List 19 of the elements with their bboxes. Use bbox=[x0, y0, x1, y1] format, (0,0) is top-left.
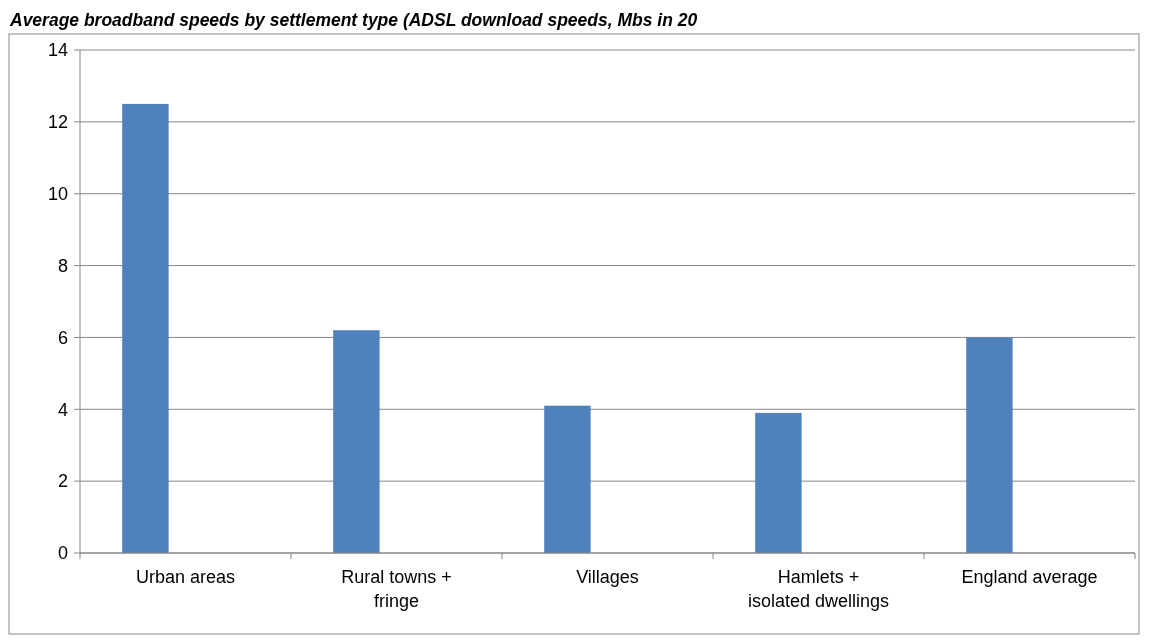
chart-title: Average broadband speeds by settlement type (ADSL download speeds, Mbs in 20 bbox=[9, 10, 698, 30]
x-tick-label: Urban areas bbox=[135, 567, 236, 587]
bar bbox=[544, 405, 591, 553]
y-tick-label: 8 bbox=[57, 255, 68, 276]
y-tick-label: 12 bbox=[47, 112, 68, 133]
bar bbox=[122, 103, 169, 553]
bar bbox=[333, 330, 380, 553]
x-tick-label: Rural towns + fringe bbox=[341, 567, 452, 611]
y-tick-label: 14 bbox=[47, 40, 68, 61]
y-tick-label: 6 bbox=[57, 327, 68, 348]
x-tick-label: Villages bbox=[576, 567, 639, 587]
x-tick-label: England average bbox=[961, 567, 1098, 587]
y-tick-label: 10 bbox=[47, 184, 68, 205]
y-tick-label: 2 bbox=[57, 471, 68, 492]
bar bbox=[966, 337, 1013, 553]
y-tick-label: 0 bbox=[57, 543, 68, 564]
y-tick-label: 4 bbox=[57, 399, 68, 420]
x-tick-label: Hamlets + isolated dwellings bbox=[747, 567, 890, 611]
bar bbox=[755, 412, 802, 553]
